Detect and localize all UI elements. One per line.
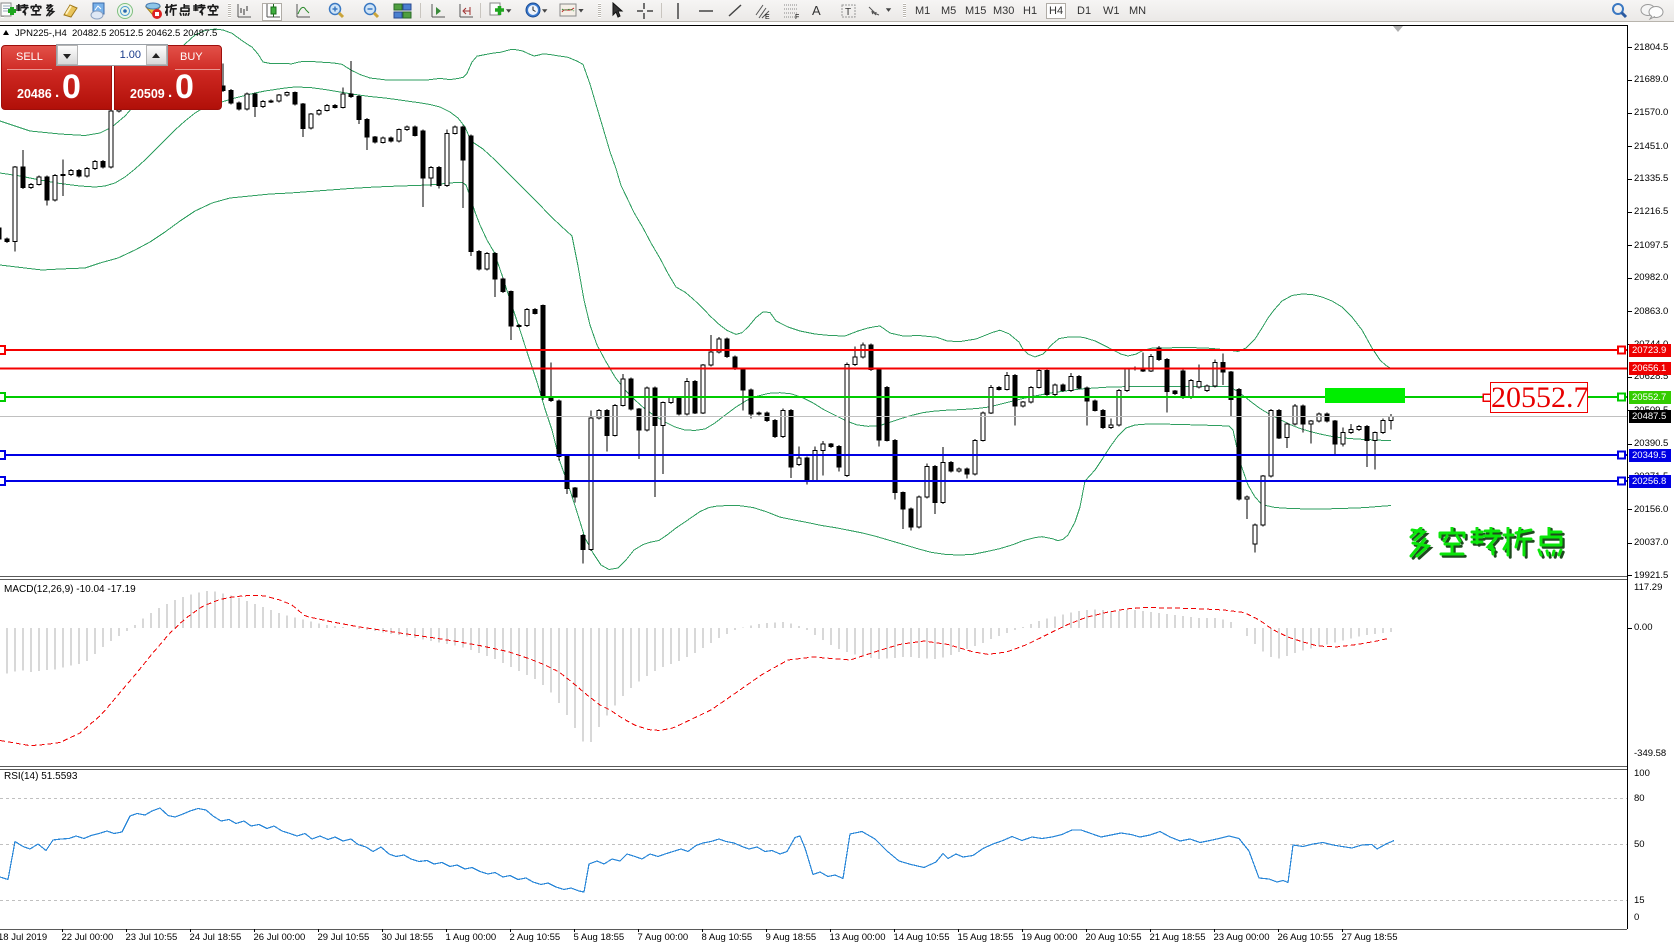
svg-text:T: T [845,7,851,18]
svg-text:F: F [795,14,799,20]
svg-text:E: E [765,14,770,20]
